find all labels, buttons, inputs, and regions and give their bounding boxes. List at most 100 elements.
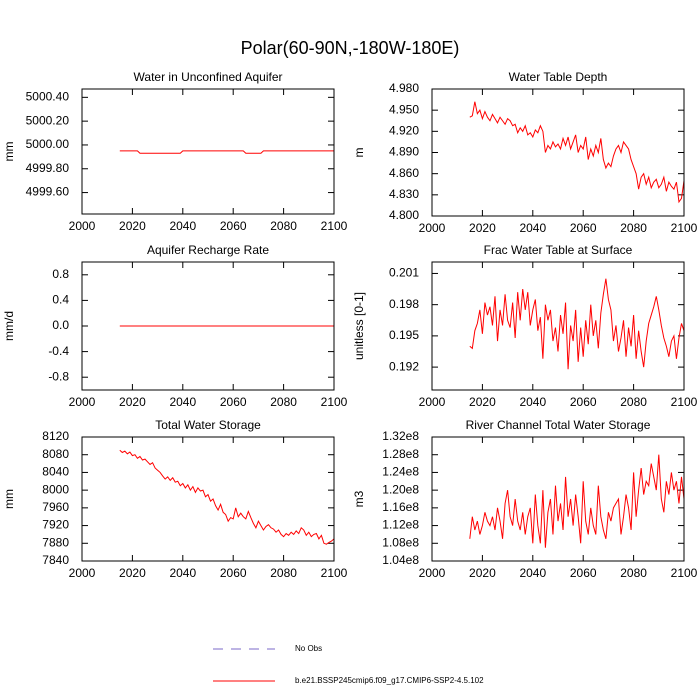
- x-tick-label: 2040: [519, 221, 546, 235]
- x-tick-label: 2060: [570, 566, 597, 580]
- y-tick-label: 1.24e8: [382, 465, 419, 479]
- y-axis-label: mm/d: [2, 311, 16, 341]
- x-tick-label: 2000: [419, 395, 446, 409]
- x-tick-label: 2100: [321, 219, 348, 233]
- panel-title: Aquifer Recharge Rate: [147, 243, 269, 257]
- y-tick-label: 4.890: [389, 145, 419, 159]
- y-tick-label: 0.192: [389, 359, 419, 373]
- legend-label: b.e21.BSSP245cmip6.f09_g17.CMIP6-SSP2-4.…: [295, 676, 484, 685]
- x-tick-label: 2060: [570, 221, 597, 235]
- panel: Aquifer Recharge Rate mm/d 2000 2020 2040 206…: [2, 243, 347, 409]
- y-tick-label: 0.198: [389, 297, 419, 311]
- x-tick-label: 2040: [169, 566, 196, 580]
- x-tick-label: 2000: [419, 221, 446, 235]
- x-tick-label: 2080: [270, 566, 297, 580]
- x-tick-label: 2080: [270, 219, 297, 233]
- panel: Total Water Storage mm 2000 2020 2040 2060 208…: [2, 418, 347, 580]
- x-tick-label: 2040: [169, 219, 196, 233]
- x-tick-label: 2020: [119, 395, 146, 409]
- x-tick-label: 2000: [69, 566, 96, 580]
- y-tick-label: -0.4: [48, 344, 69, 358]
- panel-title: Water Table Depth: [509, 70, 608, 84]
- panel: Frac Water Table at Surface unitless [0-1…: [352, 243, 697, 409]
- x-tick-label: 2020: [469, 395, 496, 409]
- y-tick-label: 1.32e8: [382, 429, 419, 443]
- data-line: [119, 449, 335, 545]
- y-tick-label: 0.4: [52, 293, 69, 307]
- x-tick-label: 2040: [519, 395, 546, 409]
- y-tick-label: 4.920: [389, 124, 419, 138]
- x-tick-label: 2100: [321, 566, 348, 580]
- plot-frame: [81, 436, 335, 562]
- y-tick-label: 8040: [42, 465, 69, 479]
- x-tick-label: 2100: [671, 221, 698, 235]
- x-tick-label: 2060: [570, 395, 597, 409]
- x-tick-label: 2100: [321, 395, 348, 409]
- panel: River Channel Total Water Storage m3 2000 2…: [352, 418, 697, 580]
- panel-title: Water in Unconfined Aquifer: [134, 70, 283, 84]
- panel: Water Table Depth m 2000 2020 2040 2060 2080 21…: [352, 70, 697, 235]
- y-tick-label: 7960: [42, 500, 69, 514]
- y-tick-label: -0.8: [48, 369, 69, 383]
- plot-frame: [431, 261, 685, 391]
- x-tick-label: 2020: [469, 566, 496, 580]
- x-tick-label: 2100: [671, 395, 698, 409]
- x-tick-label: 2000: [69, 219, 96, 233]
- x-tick-label: 2020: [119, 566, 146, 580]
- y-tick-label: 4.860: [389, 166, 419, 180]
- y-tick-label: 0.8: [52, 267, 69, 281]
- x-tick-label: 2060: [220, 566, 247, 580]
- y-tick-label: 0.201: [389, 266, 419, 280]
- y-tick-label: 5000.20: [26, 113, 70, 127]
- plot-frame: [431, 88, 685, 217]
- x-tick-label: 2000: [69, 395, 96, 409]
- y-tick-label: 8000: [42, 482, 69, 496]
- y-tick-label: 1.08e8: [382, 535, 419, 549]
- y-axis-label: m3: [352, 490, 366, 507]
- plot-frame: [81, 88, 335, 215]
- y-tick-label: 7920: [42, 518, 69, 532]
- plot-frame: [81, 261, 335, 391]
- x-tick-label: 2020: [119, 219, 146, 233]
- y-tick-label: 4.950: [389, 102, 419, 116]
- panel-title: Total Water Storage: [155, 418, 261, 432]
- y-tick-label: 4.800: [389, 208, 419, 222]
- y-tick-label: 4.980: [389, 81, 419, 95]
- x-tick-label: 2020: [469, 221, 496, 235]
- y-tick-label: 8080: [42, 447, 69, 461]
- y-tick-label: 5000.00: [26, 137, 70, 151]
- panel-title: River Channel Total Water Storage: [466, 418, 651, 432]
- data-line: [469, 454, 685, 548]
- x-tick-label: 2080: [620, 395, 647, 409]
- data-line: [119, 150, 334, 154]
- y-tick-label: 4.830: [389, 187, 419, 201]
- x-tick-label: 2080: [620, 566, 647, 580]
- y-tick-label: 1.20e8: [382, 482, 419, 496]
- x-tick-label: 2040: [169, 395, 196, 409]
- plot-frame: [431, 436, 685, 562]
- y-tick-label: 4999.80: [26, 161, 70, 175]
- figure-title: Polar(60-90N,-180W-180E): [241, 38, 460, 58]
- x-tick-label: 2080: [270, 395, 297, 409]
- x-tick-label: 2000: [419, 566, 446, 580]
- y-tick-label: 5000.40: [26, 90, 70, 104]
- x-tick-label: 2040: [519, 566, 546, 580]
- data-line: [469, 101, 685, 204]
- y-axis-label: mm: [2, 142, 16, 162]
- y-tick-label: 7840: [42, 553, 69, 567]
- x-tick-label: 2080: [620, 221, 647, 235]
- y-tick-label: 8120: [42, 429, 69, 443]
- y-tick-label: 1.04e8: [382, 553, 419, 567]
- y-axis-label: m: [352, 148, 366, 158]
- x-tick-label: 2100: [671, 566, 698, 580]
- panel-title: Frac Water Table at Surface: [484, 243, 633, 257]
- y-tick-label: 4999.60: [26, 185, 70, 199]
- x-tick-label: 2060: [220, 395, 247, 409]
- y-tick-label: 1.12e8: [382, 518, 419, 532]
- y-tick-label: 0.0: [52, 318, 69, 332]
- y-tick-label: 1.16e8: [382, 500, 419, 514]
- y-axis-label: unitless [0-1]: [352, 292, 366, 360]
- y-tick-label: 1.28e8: [382, 447, 419, 461]
